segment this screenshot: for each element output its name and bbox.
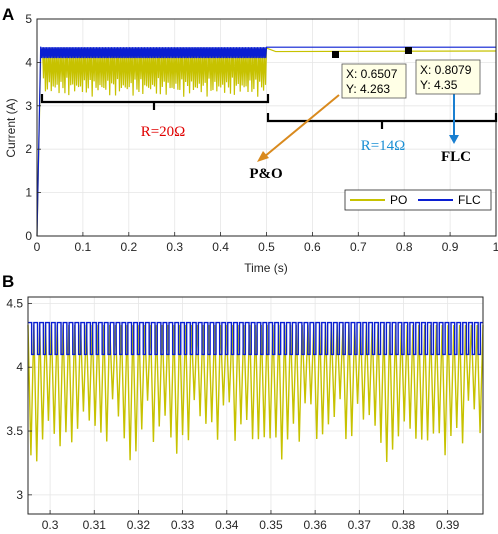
panel-a-x-tick-label: 0.8: [396, 240, 413, 254]
panel-b-x-tick-label: 0.31: [83, 518, 107, 532]
panel-b-x-tick-label: 0.34: [215, 518, 239, 532]
po-method-label: P&O: [249, 166, 282, 182]
datatip-1-y: Y: 4.263: [346, 82, 390, 96]
panel-a-x-tick-label: 0.2: [120, 240, 137, 254]
panel-a-y-tick-label: 0: [25, 229, 32, 243]
load-2-brace: [266, 113, 498, 129]
panel-b-x-tick-label: 0.36: [303, 518, 327, 532]
legend: PO FLC: [344, 189, 492, 211]
panel-b-y-tick-label: 3: [16, 488, 23, 502]
panel-b-x-tick-label: 0.39: [436, 518, 460, 532]
panel-a-y-tick-label: 5: [25, 12, 32, 26]
panel-a-x-axis-label: Time (s): [244, 261, 288, 275]
po-arrow-head: [257, 151, 269, 162]
datatip-2-y: Y: 4.35: [420, 78, 458, 92]
panel-a-x-tick-label: 0.3: [166, 240, 183, 254]
series-flc-zoom-line: [28, 321, 483, 356]
panel-b-y-tick-label: 4: [16, 360, 23, 374]
panel-b-x-tick-label: 0.37: [348, 518, 372, 532]
panel-b-x-tick-label: 0.33: [171, 518, 195, 532]
panel-b-x-tick-label: 0.3: [42, 518, 59, 532]
panel-a-ticks: 0 0.1 0.2 0.3 0.4 0.5 0.6 0.7 0.8 0.9 1 0 1 2 3 4 5: [25, 12, 498, 254]
legend-flc-label: FLC: [458, 193, 481, 207]
datatip-1-x: X: 0.6507: [346, 67, 398, 81]
panel-b-axes-box: [27, 296, 484, 515]
panel-a-y-tick-label: 3: [25, 99, 32, 113]
legend-po-label: PO: [390, 193, 407, 207]
panel-b-y-tick-label: 4.5: [6, 296, 23, 310]
panel-a-y-tick-label: 1: [25, 186, 32, 200]
panel-a-series: [36, 46, 497, 237]
load-1-label: R=20Ω: [141, 124, 186, 140]
datatip-1-marker: [332, 51, 339, 58]
datatip-2: X: 0.8079 Y: 4.35: [415, 59, 481, 95]
panel-a-x-tick-label: 0.4: [212, 240, 229, 254]
panel-b-y-tick-label: 3.5: [6, 424, 23, 438]
panel-a-x-tick-label: 0.6: [304, 240, 321, 254]
panel-b-ticks: 0.3 0.31 0.32 0.33 0.34 0.35 0.36 0.37 0.38 0.39 3…: [6, 296, 459, 532]
panel-b-x-tick-label: 0.32: [127, 518, 151, 532]
series-flc-line: [36, 46, 496, 237]
panel-a-x-tick-label: 0.1: [75, 240, 92, 254]
panel-b-series: [27, 321, 484, 462]
panel-a-y-tick-label: 4: [25, 55, 32, 69]
panel-b-x-tick-label: 0.38: [392, 518, 416, 532]
flc-arrow-head: [449, 135, 459, 144]
panel-a-label: A: [2, 5, 14, 24]
panel-b-label: B: [2, 272, 14, 291]
datatip-1: X: 0.6507 Y: 4.263: [341, 63, 407, 99]
panel-b-x-tick-label: 0.35: [259, 518, 283, 532]
load-2-label: R=14Ω: [361, 138, 406, 154]
panel-a-y-axis-label: Current (A): [4, 98, 18, 157]
load-1-brace: [40, 94, 270, 110]
datatip-2-x: X: 0.8079: [420, 63, 472, 77]
panel-a-x-tick-label: 0.5: [258, 240, 275, 254]
series-po-line: [36, 47, 497, 237]
panel-a-x-tick-label: 1: [493, 240, 498, 254]
panel-a-y-tick-label: 2: [25, 142, 32, 156]
flc-method-label: FLC: [441, 149, 471, 165]
datatip-2-marker: [405, 47, 412, 54]
panel-a-x-tick-label: 0.7: [350, 240, 367, 254]
panel-a-x-tick-label: 0: [34, 240, 41, 254]
po-arrow: [263, 94, 340, 158]
panel-a-x-tick-label: 0.9: [442, 240, 459, 254]
